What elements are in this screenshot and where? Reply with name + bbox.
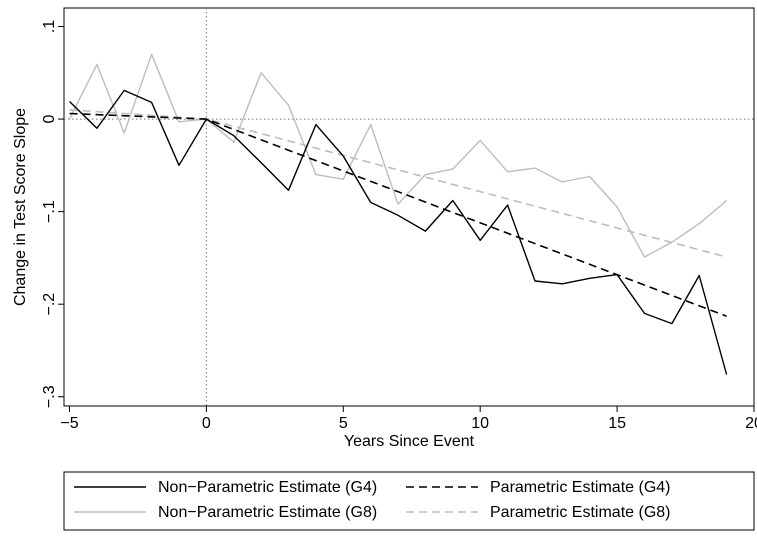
x-tick-label: 10 [471, 415, 489, 432]
series-line-1 [69, 89, 728, 375]
x-axis-label: Years Since Event [344, 433, 475, 450]
plot-frame [63, 7, 755, 407]
y-tick-label: −.1 [41, 200, 58, 223]
y-tick-label: 0 [41, 115, 58, 124]
legend-box [63, 471, 755, 531]
y-tick-label: .1 [41, 20, 58, 33]
x-tick-label: 5 [339, 415, 348, 432]
y-axis-label: Change in Test Score Slope [12, 108, 29, 306]
x-tick-label: −5 [60, 415, 78, 432]
y-axis: .1 0 −.1 −.2 −.3 [41, 20, 64, 408]
x-axis: −5 0 5 10 15 20 [60, 406, 757, 432]
x-tick-label: 20 [745, 415, 757, 432]
legend-label-2: Parametric Estimate (G4) [490, 479, 670, 496]
y-tick-label: −.2 [41, 293, 58, 316]
legend-label-4: Parametric Estimate (G8) [490, 504, 670, 521]
x-tick-label: 0 [202, 415, 211, 432]
series-layer [68, 53, 728, 375]
x-tick-label: 15 [608, 415, 626, 432]
series-line-4 [69, 109, 727, 258]
legend: Non−Parametric Estimate (G4) Parametric E… [63, 471, 755, 531]
y-tick-label: −.3 [41, 385, 58, 408]
reference-lines [64, 8, 754, 406]
legend-label-3: Non−Parametric Estimate (G8) [158, 504, 377, 521]
series-line-3 [68, 53, 728, 258]
series-line-2 [69, 112, 727, 317]
legend-label-1: Non−Parametric Estimate (G4) [158, 479, 377, 496]
